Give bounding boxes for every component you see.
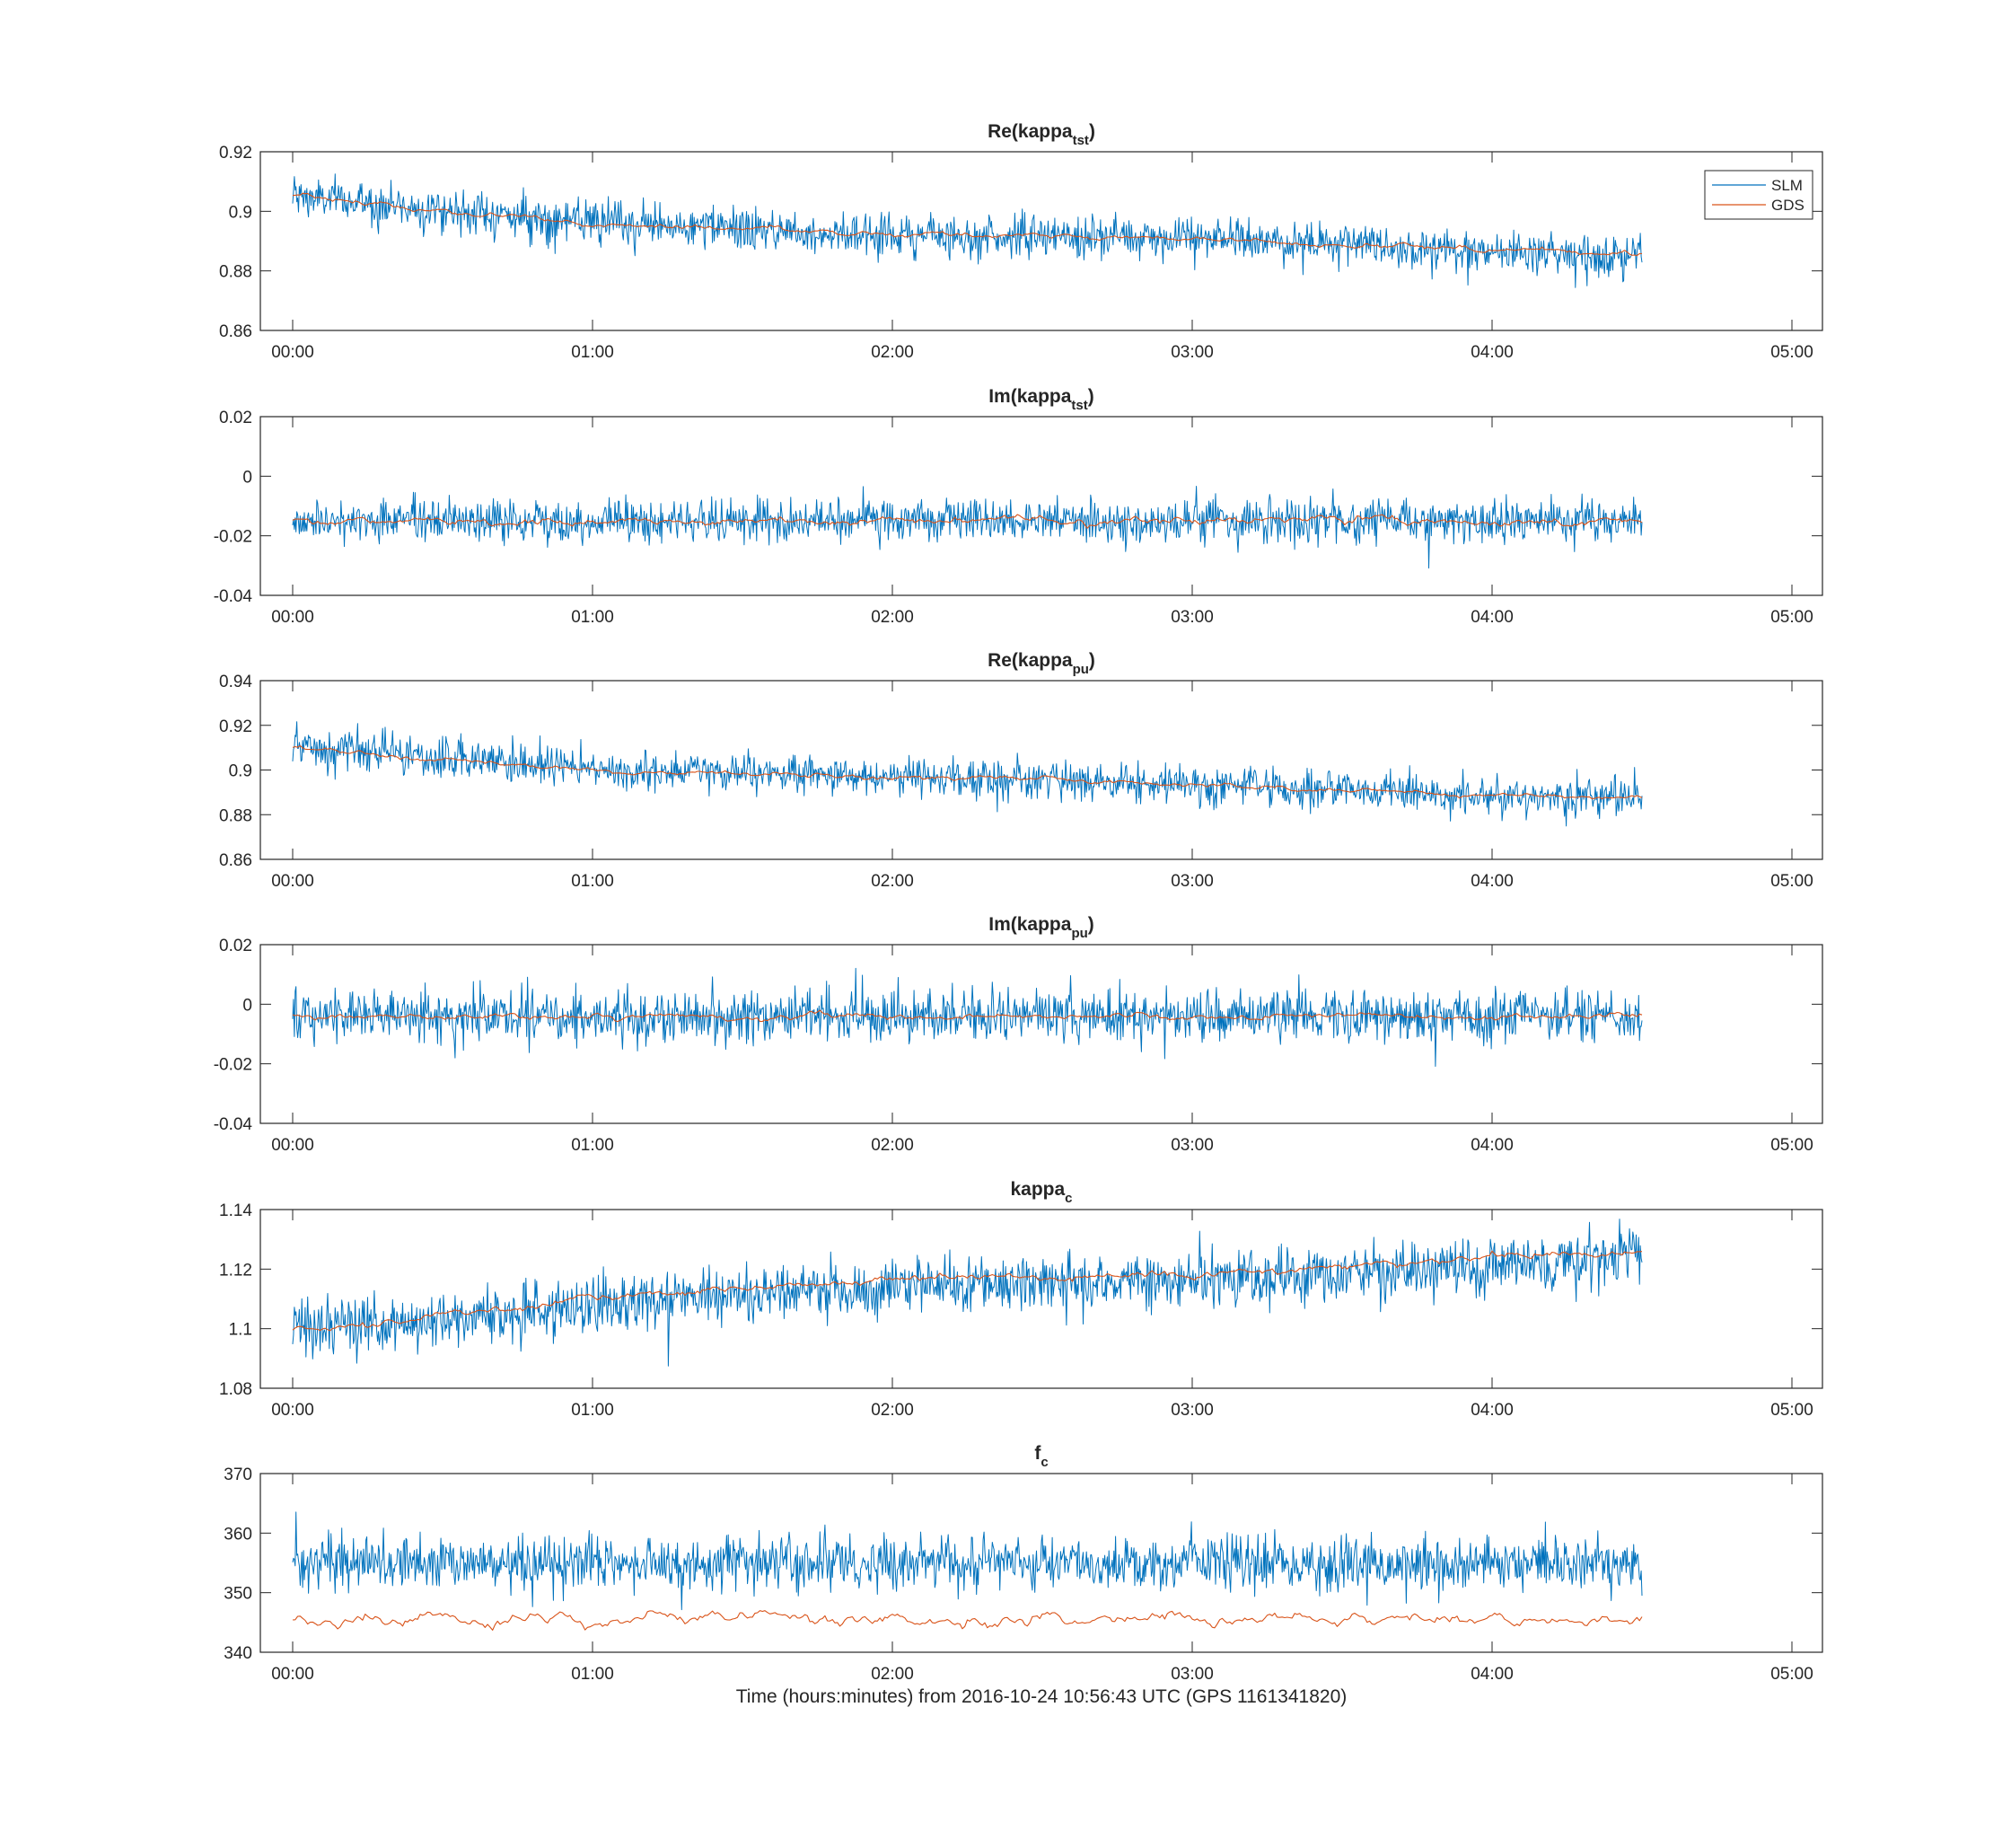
subplot-5: 00:00 01:00 02:00 03:00 04:00 05:00 1.08 1.1 1.1… <box>219 1179 1823 1420</box>
y-tick-label: 350 <box>224 1585 252 1604</box>
y-tick-label: 340 <box>224 1644 252 1663</box>
x-tick-label: 02:00 <box>871 872 914 891</box>
y-tick-label: 0.92 <box>219 717 252 736</box>
axes-box <box>259 680 1823 860</box>
x-tick-label: 01:00 <box>571 872 614 891</box>
x-tick-label: 05:00 <box>1770 1401 1813 1420</box>
x-tick-label: 00:00 <box>271 872 314 891</box>
y-tick-label: 0.86 <box>219 322 252 341</box>
y-tick-label: 0 <box>242 996 252 1015</box>
axes-box <box>259 1473 1823 1653</box>
x-tick-label: 05:00 <box>1770 872 1813 891</box>
y-tick-label: 360 <box>224 1525 252 1544</box>
y-tick-label: 1.1 <box>229 1321 252 1340</box>
x-tick-label: 00:00 <box>271 1401 314 1420</box>
series-line-gds <box>292 1610 1643 1631</box>
x-tick-label: 01:00 <box>571 1401 614 1420</box>
x-tick-label: 00:00 <box>271 1136 314 1155</box>
subplot-title: fc <box>1034 1443 1048 1470</box>
subplot-stack: 00:00 01:00 02:00 03:00 04:00 05:00 0.86 0.88 0.… <box>214 121 1823 1684</box>
legend-label-slm: SLM <box>1771 177 1803 194</box>
subplot-title: Re(kappapu) <box>988 650 1095 677</box>
subplot-title: Im(kappapu) <box>988 914 1094 941</box>
x-tick-label: 01:00 <box>571 1665 614 1684</box>
x-tick-label: 02:00 <box>871 1401 914 1420</box>
series-line-gds <box>292 1250 1643 1332</box>
y-tick-label: 370 <box>224 1465 252 1484</box>
y-tick-label: 1.14 <box>219 1201 252 1220</box>
x-tick-label: 05:00 <box>1770 1136 1813 1155</box>
series-line-gds <box>292 744 1643 800</box>
subplot-3: 00:00 01:00 02:00 03:00 04:00 05:00 0.86 0.88 0.… <box>219 650 1823 891</box>
x-tick-label: 05:00 <box>1770 1665 1813 1684</box>
y-tick-label: -0.04 <box>214 587 253 606</box>
x-tick-label: 02:00 <box>871 1136 914 1155</box>
x-tick-label: 03:00 <box>1171 1665 1214 1684</box>
series-line-slm <box>292 486 1643 569</box>
x-tick-label: 04:00 <box>1471 608 1514 627</box>
x-tick-label: 00:00 <box>271 1665 314 1684</box>
series-line-slm <box>292 721 1643 827</box>
x-tick-label: 00:00 <box>271 343 314 362</box>
y-tick-label: 1.08 <box>219 1380 252 1399</box>
axes-box <box>259 151 1823 331</box>
y-tick-label: 0.94 <box>219 673 252 691</box>
x-tick-label: 02:00 <box>871 608 914 627</box>
x-tick-label: 03:00 <box>1171 1136 1214 1155</box>
x-tick-label: 05:00 <box>1770 343 1813 362</box>
series-line-slm <box>292 967 1643 1067</box>
y-tick-label: 0.92 <box>219 144 252 163</box>
legend-box <box>1704 170 1813 220</box>
y-tick-label: 0.88 <box>219 263 252 282</box>
y-tick-label: 0.9 <box>229 203 252 222</box>
x-tick-label: 03:00 <box>1171 1401 1214 1420</box>
subplot-2: 00:00 01:00 02:00 03:00 04:00 05:00 -0.04 -0.02… <box>214 386 1823 627</box>
x-tick-label: 04:00 <box>1471 1401 1514 1420</box>
y-tick-label: -0.04 <box>214 1115 253 1134</box>
y-tick-label: -0.02 <box>214 528 252 547</box>
y-tick-label: 1.12 <box>219 1261 252 1280</box>
subplot-title: Re(kappatst) <box>988 121 1095 148</box>
subplot-title: Im(kappatst) <box>988 386 1094 413</box>
x-axis-label: Time (hours:minutes) from 2016-10-24 10:… <box>736 1686 1348 1707</box>
y-tick-label: 0.02 <box>219 937 252 955</box>
legend-label-gds: GDS <box>1771 197 1804 214</box>
x-tick-label: 03:00 <box>1171 608 1214 627</box>
x-tick-label: 04:00 <box>1471 1665 1514 1684</box>
x-tick-label: 03:00 <box>1171 343 1214 362</box>
x-tick-label: 01:00 <box>571 343 614 362</box>
y-tick-label: 0 <box>242 468 252 487</box>
axes-box <box>259 416 1823 596</box>
x-tick-label: 04:00 <box>1471 343 1514 362</box>
x-tick-label: 05:00 <box>1770 608 1813 627</box>
x-tick-label: 02:00 <box>871 343 914 362</box>
x-tick-label: 02:00 <box>871 1665 914 1684</box>
y-tick-label: 0.9 <box>229 762 252 781</box>
legend: SLM GDS <box>1704 170 1813 220</box>
series-line-slm <box>292 1511 1643 1611</box>
x-tick-label: 04:00 <box>1471 1136 1514 1155</box>
x-tick-label: 04:00 <box>1471 872 1514 891</box>
axes-box <box>259 944 1823 1124</box>
x-tick-label: 01:00 <box>571 608 614 627</box>
y-tick-label: 0.02 <box>219 409 252 427</box>
subplot-1: 00:00 01:00 02:00 03:00 04:00 05:00 0.86 0.88 0.… <box>219 121 1823 362</box>
x-tick-label: 00:00 <box>271 608 314 627</box>
series-line-gds <box>292 1009 1643 1023</box>
y-tick-label: 0.86 <box>219 851 252 870</box>
x-tick-label: 03:00 <box>1171 872 1214 891</box>
y-tick-label: 0.88 <box>219 806 252 825</box>
series-line-gds <box>292 192 1643 257</box>
series-line-gds <box>292 514 1643 529</box>
subplot-title: kappac <box>1010 1179 1072 1206</box>
series-line-slm <box>292 173 1643 288</box>
y-tick-label: -0.02 <box>214 1056 252 1075</box>
subplot-6: 00:00 01:00 02:00 03:00 04:00 05:00 340 350 360 3… <box>224 1443 1823 1684</box>
subplot-4: 00:00 01:00 02:00 03:00 04:00 05:00 -0.04 -0.02… <box>214 914 1823 1155</box>
x-tick-label: 01:00 <box>571 1136 614 1155</box>
